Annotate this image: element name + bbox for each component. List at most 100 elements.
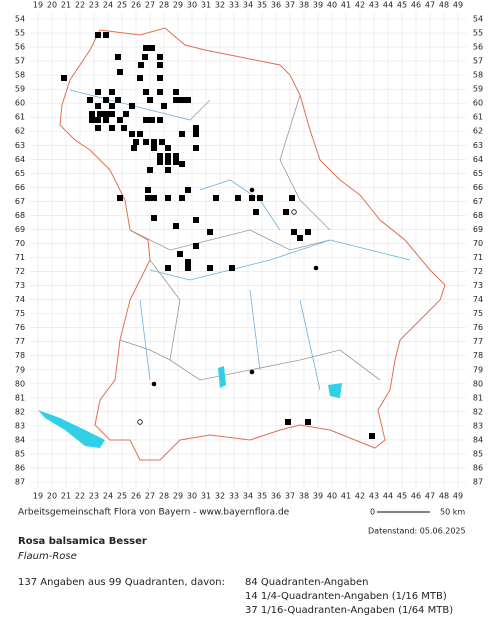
quadrant-record [193,125,199,131]
bavaria-border [59,27,446,461]
quadrant-record [115,54,121,60]
row-label: 55 [473,29,483,38]
quadrant-record [185,187,191,193]
quadrant-record [157,54,163,60]
quadrant-record [157,89,163,95]
row-label: 82 [473,407,483,416]
column-label: 33 [229,492,239,501]
row-label: 72 [473,267,483,276]
quadrant-record [283,209,289,215]
row-label: 83 [473,421,483,430]
row-label: 66 [473,183,483,192]
row-label: 74 [473,295,483,304]
column-label: 21 [61,492,71,501]
row-label: 87 [15,477,25,486]
row-label: 81 [473,393,483,402]
lake-bodensee [38,410,105,448]
column-label: 24 [103,1,113,10]
quadrant-record [291,229,297,235]
row-label: 58 [473,71,483,80]
row-label: 54 [473,15,483,24]
quadrant-record [305,229,311,235]
column-label: 39 [313,492,323,501]
quadrant-record [157,153,163,159]
quadrant-record [159,139,165,145]
quadrant-record [109,125,115,131]
column-label: 49 [453,1,463,10]
column-label: 47 [425,1,435,10]
column-label: 44 [383,492,393,501]
quadrant-record [165,195,171,201]
quadrant-record [89,111,95,117]
quadrant-record [235,195,241,201]
column-label: 35 [257,1,267,10]
row-label: 65 [15,169,25,178]
point-record-open [291,209,297,215]
row-label: 59 [473,85,483,94]
column-label: 40 [327,492,337,501]
point-record [249,369,255,375]
quadrant-record [109,103,115,109]
quadrant-record [145,195,151,201]
row-label: 69 [473,225,483,234]
quadrant-record [179,161,185,167]
column-label: 39 [313,1,323,10]
row-label: 85 [473,449,483,458]
quadrant-record [133,139,139,145]
quadrant-record [103,111,109,117]
column-label: 48 [439,1,449,10]
quadrant-record [193,131,199,137]
column-label: 32 [215,1,225,10]
quadrant-record [129,103,135,109]
column-label: 23 [89,492,99,501]
row-label: 72 [15,267,25,276]
quadrant-record [143,45,149,51]
column-label: 45 [397,1,407,10]
district-lines [119,94,381,381]
row-label: 81 [15,393,25,402]
quadrant-record [249,195,255,201]
quadrant-record [117,117,123,123]
quadrant-record [87,97,93,103]
row-label: 78 [15,351,25,360]
quadrant-record [173,223,179,229]
column-label: 26 [131,1,141,10]
row-label: 83 [15,421,25,430]
row-label: 80 [473,379,483,388]
row-label: 71 [473,253,483,262]
quadrant-record [285,419,291,425]
column-label: 37 [285,492,295,501]
scale-start: 0 [370,508,375,517]
quadrant-record [297,235,303,241]
quadrant-record [179,195,185,201]
quadrant-record [129,131,135,137]
quadrant-record [89,117,95,123]
column-label: 34 [243,492,253,501]
quadrant-record [151,139,157,145]
quadrant-record [173,159,179,165]
row-label: 73 [15,281,25,290]
row-label: 56 [15,43,25,52]
column-label: 19 [33,492,43,501]
quadrant-record [157,117,163,123]
row-label: 54 [15,15,25,24]
column-label: 29 [173,492,183,501]
summary-detail: 84 Quadranten-Angaben [245,577,368,588]
row-label: 56 [473,43,483,52]
column-label: 20 [47,1,57,10]
column-label: 42 [355,1,365,10]
column-label: 28 [159,1,169,10]
quadrant-record [207,229,213,235]
row-label: 73 [473,281,483,290]
quadrant-record [97,111,103,117]
row-label: 84 [15,435,25,444]
quadrant-record [185,265,191,271]
row-label: 61 [473,113,483,122]
row-label: 74 [15,295,25,304]
row-label: 76 [15,323,25,332]
quadrant-record [185,259,191,265]
quadrant-record [179,97,185,103]
summary-total: 137 Angaben aus 99 Quadranten, davon: [18,577,225,588]
quadrant-record [143,117,149,123]
quadrant-record [289,195,295,201]
